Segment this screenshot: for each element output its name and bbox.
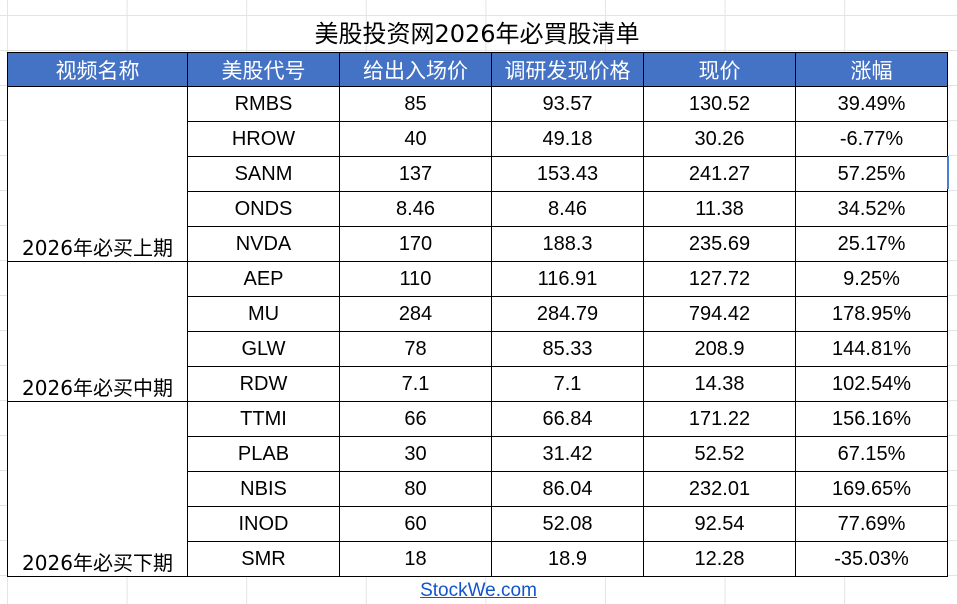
- change-cell[interactable]: 77.69%: [795, 506, 948, 542]
- research-price-cell[interactable]: 85.33: [491, 331, 644, 367]
- change-cell[interactable]: 57.25%: [795, 156, 948, 192]
- research-price-cell[interactable]: 188.3: [491, 226, 644, 262]
- research-price-cell[interactable]: 49.18: [491, 121, 644, 157]
- current-price-cell[interactable]: 52.52: [643, 436, 796, 472]
- ticker-cell[interactable]: SMR: [187, 541, 340, 577]
- entry-price-cell[interactable]: 7.1: [339, 366, 492, 402]
- change-cell[interactable]: -35.03%: [795, 541, 948, 577]
- entry-price-cell[interactable]: 137: [339, 156, 492, 192]
- change-cell[interactable]: 169.65%: [795, 471, 948, 507]
- entry-price-cell[interactable]: 170: [339, 226, 492, 262]
- current-price-cell[interactable]: 14.38: [643, 366, 796, 402]
- ticker-cell[interactable]: HROW: [187, 121, 340, 157]
- ticker-cell[interactable]: NVDA: [187, 226, 340, 262]
- research-price-cell[interactable]: 8.46: [491, 191, 644, 227]
- header-entry-price[interactable]: 给出入场价: [339, 52, 492, 87]
- table-body: 2026年必买上期 RMBS 85 93.57 130.52 39.49% HROW 40 49…: [7, 86, 948, 577]
- ticker-cell[interactable]: GLW: [187, 331, 340, 367]
- current-price-cell[interactable]: 92.54: [643, 506, 796, 542]
- research-price-cell[interactable]: 116.91: [491, 261, 644, 297]
- entry-price-cell[interactable]: 30: [339, 436, 492, 472]
- entry-price-cell[interactable]: 60: [339, 506, 492, 542]
- table-row: SMR 18 18.9 12.28 -35.03%: [8, 541, 948, 577]
- research-price-cell[interactable]: 284.79: [491, 296, 644, 332]
- change-cell[interactable]: 178.95%: [795, 296, 948, 332]
- change-cell[interactable]: 39.49%: [795, 86, 948, 122]
- table-row: HROW 40 49.18 30.26 -6.77%: [8, 121, 948, 157]
- entry-price-cell[interactable]: 78: [339, 331, 492, 367]
- table-row: GLW 78 85.33 208.9 144.81%: [8, 331, 948, 367]
- current-price-cell[interactable]: 232.01: [643, 471, 796, 507]
- header-research-price[interactable]: 调研发现价格: [491, 52, 644, 87]
- entry-price-cell[interactable]: 284: [339, 296, 492, 332]
- entry-price-cell[interactable]: 40: [339, 121, 492, 157]
- current-price-cell[interactable]: 127.72: [643, 261, 796, 297]
- current-price-cell[interactable]: 30.26: [643, 121, 796, 157]
- header-ticker[interactable]: 美股代号: [187, 52, 340, 87]
- research-price-cell[interactable]: 93.57: [491, 86, 644, 122]
- research-price-cell[interactable]: 52.08: [491, 506, 644, 542]
- research-price-cell[interactable]: 153.43: [491, 156, 644, 192]
- ticker-cell[interactable]: ONDS: [187, 191, 340, 227]
- research-price-cell[interactable]: 31.42: [491, 436, 644, 472]
- table-row: MU 284 284.79 794.42 178.95%: [8, 296, 948, 332]
- current-price-cell[interactable]: 130.52: [643, 86, 796, 122]
- current-price-cell[interactable]: 12.28: [643, 541, 796, 577]
- research-price-cell[interactable]: 86.04: [491, 471, 644, 507]
- entry-price-cell[interactable]: 8.46: [339, 191, 492, 227]
- change-cell[interactable]: 144.81%: [795, 331, 948, 367]
- ticker-cell[interactable]: SANM: [187, 156, 340, 192]
- entry-price-cell[interactable]: 18: [339, 541, 492, 577]
- change-cell[interactable]: 34.52%: [795, 191, 948, 227]
- header-row: 视频名称 美股代号 给出入场价 调研发现价格 现价 涨幅: [7, 52, 948, 87]
- current-price-cell[interactable]: 794.42: [643, 296, 796, 332]
- table-row: 2026年必买中期 AEP 110 116.91 127.72 9.25%: [7, 261, 948, 402]
- change-cell[interactable]: 156.16%: [795, 401, 948, 437]
- ticker-cell[interactable]: RDW: [187, 366, 340, 402]
- table-row: RDW 7.1 7.1 14.38 102.54%: [8, 366, 948, 402]
- current-price-cell[interactable]: 11.38: [643, 191, 796, 227]
- group-name-cell[interactable]: 2026年必买中期: [7, 261, 188, 402]
- research-price-cell[interactable]: 66.84: [491, 401, 644, 437]
- entry-price-cell[interactable]: 110: [339, 261, 492, 297]
- entry-price-cell[interactable]: 80: [339, 471, 492, 507]
- change-cell[interactable]: 9.25%: [795, 261, 948, 297]
- header-video-name[interactable]: 视频名称: [7, 52, 188, 87]
- ticker-cell[interactable]: AEP: [187, 261, 340, 297]
- table-row: 2026年必买下期 TTMI 66 66.84 171.22 156.16%: [7, 401, 948, 577]
- change-cell[interactable]: 67.15%: [795, 436, 948, 472]
- change-cell[interactable]: 102.54%: [795, 366, 948, 402]
- sheet-title: 美股投资网2026年必買股清单: [314, 20, 640, 48]
- change-cell[interactable]: -6.77%: [795, 121, 948, 157]
- ticker-cell[interactable]: RMBS: [187, 86, 340, 122]
- table-row: NBIS 80 86.04 232.01 169.65%: [8, 471, 948, 507]
- stock-table: 视频名称 美股代号 给出入场价 调研发现价格 现价 涨幅 2026年必买上期 RM…: [7, 52, 948, 577]
- header-current-price[interactable]: 现价: [643, 52, 796, 87]
- current-price-cell[interactable]: 241.27: [643, 156, 796, 192]
- current-price-cell[interactable]: 171.22: [643, 401, 796, 437]
- table-row: INOD 60 52.08 92.54 77.69%: [8, 506, 948, 542]
- entry-price-cell[interactable]: 85: [339, 86, 492, 122]
- group-name-cell[interactable]: 2026年必买上期: [7, 86, 188, 262]
- table-row: PLAB 30 31.42 52.52 67.15%: [8, 436, 948, 472]
- website-link[interactable]: StockWe.com: [420, 580, 537, 601]
- table-row: ONDS 8.46 8.46 11.38 34.52%: [8, 191, 948, 227]
- change-cell[interactable]: 25.17%: [795, 226, 948, 262]
- ticker-cell[interactable]: MU: [187, 296, 340, 332]
- ticker-cell[interactable]: NBIS: [187, 471, 340, 507]
- table-row: SANM 137 153.43 241.27 57.25%: [8, 156, 948, 192]
- research-price-cell[interactable]: 18.9: [491, 541, 644, 577]
- current-price-cell[interactable]: 235.69: [643, 226, 796, 262]
- ticker-cell[interactable]: TTMI: [187, 401, 340, 437]
- header-change[interactable]: 涨幅: [795, 52, 948, 87]
- ticker-cell[interactable]: PLAB: [187, 436, 340, 472]
- entry-price-cell[interactable]: 66: [339, 401, 492, 437]
- selected-cell-edge: [947, 156, 957, 189]
- table-row: 2026年必买上期 RMBS 85 93.57 130.52 39.49%: [7, 86, 948, 262]
- research-price-cell[interactable]: 7.1: [491, 366, 644, 402]
- ticker-cell[interactable]: INOD: [187, 506, 340, 542]
- group-name-cell[interactable]: 2026年必买下期: [7, 401, 188, 577]
- current-price-cell[interactable]: 208.9: [643, 331, 796, 367]
